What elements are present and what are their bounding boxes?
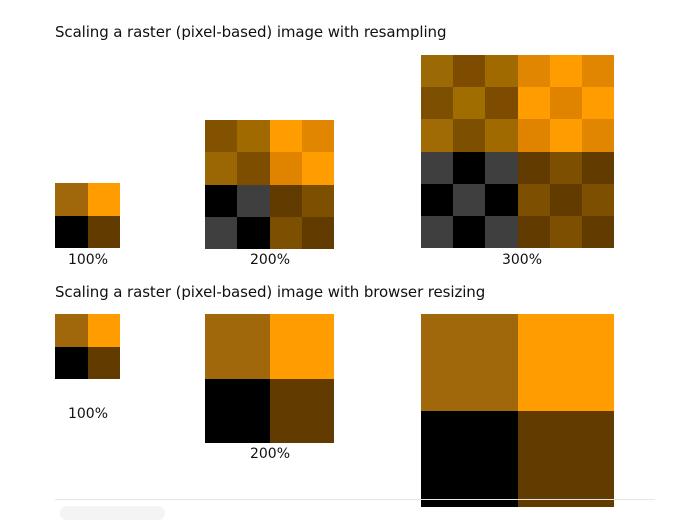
pixel-cell [55,215,88,248]
pixel-cell [421,410,518,507]
pixel-cell [301,152,334,185]
pixel-cell [453,55,486,88]
pixel-cell [517,215,550,248]
pixel-cell [269,378,334,443]
pixel-cell [269,152,302,185]
resampling-heading: Scaling a raster (pixel-based) image wit… [55,23,447,41]
pixel-cell [485,183,518,216]
resampling-image-100 [55,183,120,248]
pixel-cell [453,87,486,120]
pixel-cell [485,215,518,248]
pixel-cell [517,410,614,507]
resampling-label-100: 100% [67,252,109,268]
pixel-cell [549,183,582,216]
pixel-cell [485,119,518,152]
pixel-cell [517,151,550,184]
pixel-cell [87,183,120,216]
pixel-cell [581,87,614,120]
pixel-cell [87,346,120,379]
pixel-cell [237,120,270,153]
resampling-image-300 [421,55,614,248]
pixel-cell [205,184,238,217]
resampling-label-200: 200% [249,252,291,268]
pixel-cell [269,184,302,217]
pixel-cell [269,216,302,249]
pixel-cell [453,183,486,216]
pixel-cell [421,55,454,88]
divider [55,499,655,500]
pixel-cell [205,152,238,185]
pixel-cell [485,151,518,184]
pixel-cell [205,314,270,379]
browser-resize-heading: Scaling a raster (pixel-based) image wit… [55,283,486,301]
bottom-tab [60,506,165,520]
pixel-cell [205,378,270,443]
pixel-cell [517,119,550,152]
pixel-cell [549,151,582,184]
pixel-cell [269,314,334,379]
resampling-image-200 [205,120,334,249]
pixel-cell [237,184,270,217]
pixel-cell [87,215,120,248]
pixel-cell [453,215,486,248]
pixel-cell [581,119,614,152]
pixel-cell [421,314,518,411]
pixel-cell [549,55,582,88]
pixel-cell [517,55,550,88]
pixel-cell [205,216,238,249]
pixel-cell [421,151,454,184]
pixel-cell [517,183,550,216]
browser-image-300 [421,314,614,507]
pixel-cell [485,87,518,120]
pixel-cell [205,120,238,153]
pixel-cell [301,120,334,153]
browser-image-200 [205,314,334,443]
pixel-cell [269,120,302,153]
pixel-cell [485,55,518,88]
pixel-cell [453,151,486,184]
browser-image-100 [55,314,120,379]
pixel-cell [421,87,454,120]
pixel-cell [581,183,614,216]
pixel-cell [301,184,334,217]
pixel-cell [237,152,270,185]
pixel-cell [581,151,614,184]
pixel-cell [301,216,334,249]
resampling-label-300: 300% [501,252,543,268]
pixel-cell [237,216,270,249]
pixel-cell [421,183,454,216]
pixel-cell [55,314,88,347]
pixel-cell [421,215,454,248]
pixel-cell [55,346,88,379]
browser-label-100: 100% [67,406,109,422]
pixel-cell [581,55,614,88]
pixel-cell [549,119,582,152]
pixel-cell [517,87,550,120]
pixel-cell [581,215,614,248]
pixel-cell [87,314,120,347]
pixel-cell [55,183,88,216]
pixel-cell [517,314,614,411]
browser-label-200: 200% [249,446,291,462]
pixel-cell [453,119,486,152]
pixel-cell [549,215,582,248]
pixel-cell [421,119,454,152]
pixel-cell [549,87,582,120]
